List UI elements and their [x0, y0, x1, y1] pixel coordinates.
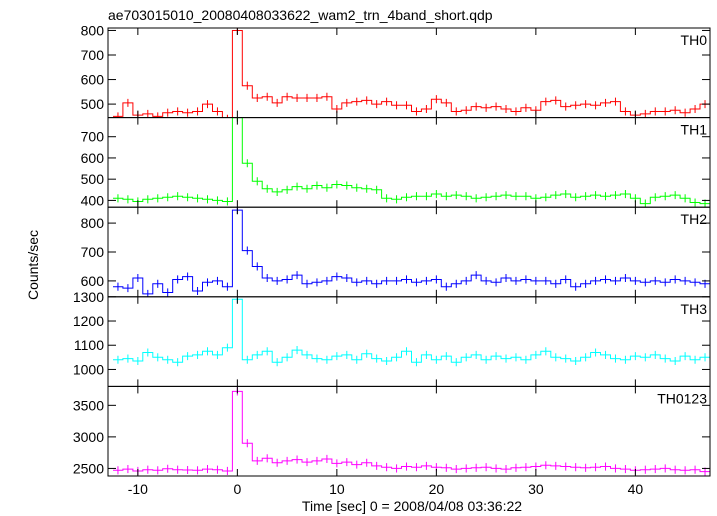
x-tick-label: 20 [429, 481, 445, 497]
y-tick-label: 500 [81, 96, 105, 112]
y-tick-label: 800 [81, 22, 105, 38]
x-tick-label: 30 [528, 481, 544, 497]
series-label-th0: TH0 [681, 32, 708, 48]
panel-th3: 1000 1100 1200 1300 TH3 [73, 289, 711, 387]
series-label-th3: TH3 [681, 301, 708, 317]
chart-title: ae703015010_20080408033622_wam2_trn_4ban… [108, 7, 493, 23]
panel-frame [107, 296, 711, 387]
error-bars-th2 [117, 207, 706, 297]
panel-frame [107, 385, 711, 477]
panel-frame [107, 117, 711, 208]
y-axis-label: Counts/sec [25, 230, 41, 300]
series-label-th1: TH1 [681, 122, 708, 138]
y-tick-label: 700 [81, 47, 105, 63]
y-tick-label: 1200 [73, 313, 104, 329]
x-tick-label: -10 [128, 481, 148, 497]
y-tick-label: 400 [81, 192, 105, 208]
error-bars-th3 [117, 296, 706, 367]
y-tick-label: 3500 [73, 397, 104, 413]
series-label-th2: TH2 [681, 211, 708, 227]
panel-th2: 600 700 800 TH2 [81, 206, 711, 298]
y-tick-label: 700 [81, 244, 105, 260]
series-line-th0123 [113, 390, 710, 473]
y-tick-label: 800 [81, 215, 105, 231]
y-tick-label: 1300 [73, 289, 104, 305]
y-tick-label: 3000 [73, 429, 104, 445]
y-tick-label: 600 [81, 273, 105, 289]
series-line-th1 [113, 117, 710, 205]
error-bars-th1 [117, 117, 706, 208]
series-line-th0 [113, 30, 710, 118]
error-bars-th0123 [117, 387, 706, 476]
y-tick-label: 1000 [73, 361, 104, 377]
y-tick-label: 600 [81, 72, 105, 88]
y-tick-label: 500 [81, 171, 105, 187]
y-tick-label: 600 [81, 150, 105, 166]
x-tick-label: 0 [233, 481, 241, 497]
panel-th0123: 2500 3000 3500 TH0123 [73, 385, 711, 477]
panel-frame [107, 206, 711, 298]
y-tick-label: 700 [81, 129, 105, 145]
panel-th0: 500 600 700 800 TH0 [81, 22, 711, 119]
y-tick-label: 1100 [74, 337, 104, 353]
series-line-th3 [113, 298, 710, 363]
y-tick-label: 2500 [73, 460, 104, 476]
x-tick-labels: -10 0 10 20 30 40 [128, 481, 644, 497]
panel-frame [107, 27, 711, 119]
panel-th1: 400 500 600 700 TH1 [81, 117, 711, 208]
x-tick-label: 10 [329, 481, 345, 497]
panels-group: 500 600 700 800 TH0 400 500 600 700 TH1 600 700 800 T… [73, 22, 711, 477]
x-axis-label: Time [sec] 0 = 2008/04/08 03:36:22 [302, 498, 522, 514]
x-tick-label: 40 [628, 481, 644, 497]
series-label-th0123: TH0123 [657, 390, 707, 406]
series-line-th2 [113, 209, 710, 295]
